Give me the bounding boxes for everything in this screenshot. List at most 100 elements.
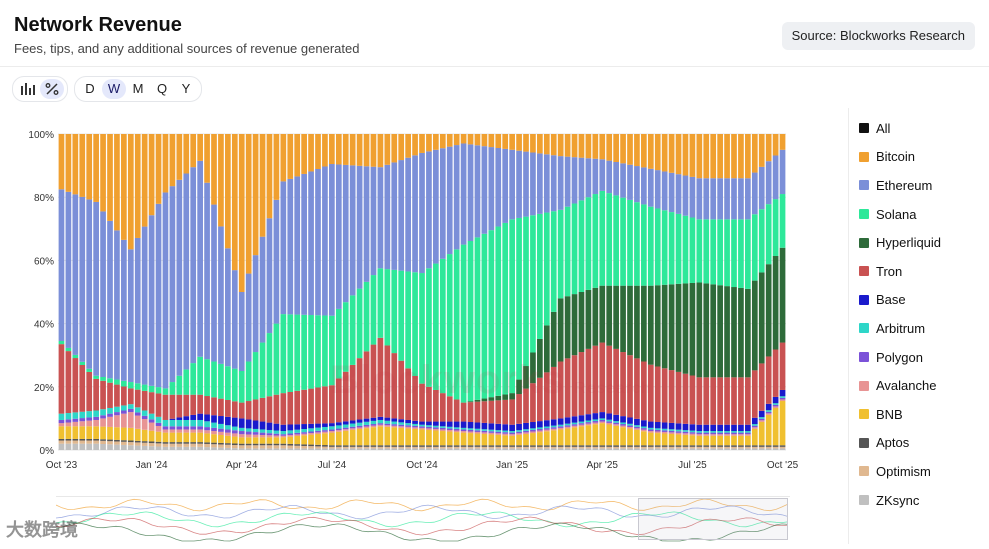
interval-button-m[interactable]: M bbox=[132, 81, 144, 96]
legend-item-bnb[interactable]: BNB bbox=[856, 400, 984, 429]
bar-segment-bnb bbox=[190, 432, 197, 443]
bar-segment-zksync bbox=[72, 443, 79, 450]
bar-segment-hyperliquid bbox=[467, 401, 474, 403]
bar-segment-bitcoin bbox=[543, 134, 550, 155]
bar-segment-aptos bbox=[703, 445, 710, 447]
bar-segment-polygon bbox=[245, 431, 252, 435]
bar-segment-tron bbox=[377, 337, 384, 417]
bar-segment-bitcoin bbox=[731, 134, 737, 179]
bar-segment-bnb bbox=[557, 429, 564, 446]
bar-segment-aptos bbox=[162, 442, 169, 444]
bar-segment-avalanche bbox=[523, 432, 529, 434]
bar-segment-solana bbox=[467, 240, 474, 402]
legend-item-tron[interactable]: Tron bbox=[856, 257, 984, 286]
bar-segment-tron bbox=[627, 355, 633, 418]
legend-item-all[interactable]: All bbox=[856, 114, 984, 143]
bar-segment-solana bbox=[134, 383, 141, 390]
bar-segment-tron bbox=[502, 399, 509, 425]
bar-segment-avalanche bbox=[641, 429, 647, 432]
bar-segment-optimism bbox=[363, 446, 370, 449]
bar-segment-arbitrum bbox=[751, 424, 758, 426]
legend-item-base[interactable]: Base bbox=[856, 286, 984, 315]
bar-segment-ethereum bbox=[710, 178, 717, 220]
bar-segment-bitcoin bbox=[211, 134, 217, 205]
range-navigator[interactable] bbox=[55, 496, 790, 542]
bar-segment-aptos bbox=[654, 445, 661, 447]
legend-item-ethereum[interactable]: Ethereum bbox=[856, 171, 984, 200]
bar-segment-tron bbox=[751, 370, 758, 418]
bar-segment-polygon bbox=[148, 419, 155, 423]
bar-segment-solana bbox=[183, 369, 190, 395]
bar-segment-polygon bbox=[661, 430, 668, 432]
bar-segment-bitcoin bbox=[682, 134, 689, 176]
bar-segment-optimism bbox=[370, 446, 377, 449]
bar-segment-ethereum bbox=[634, 166, 640, 203]
bar-segment-ethereum bbox=[647, 168, 654, 207]
interval-button-w[interactable]: W bbox=[102, 79, 126, 99]
interval-button-d[interactable]: D bbox=[85, 81, 95, 96]
bar-segment-avalanche bbox=[751, 427, 758, 429]
legend-item-arbitrum[interactable]: Arbitrum bbox=[856, 314, 984, 343]
navigator-selection-handle[interactable] bbox=[638, 498, 788, 540]
bar-segment-zksync bbox=[335, 448, 342, 450]
bar-segment-avalanche bbox=[585, 423, 592, 426]
bar-segment-zksync bbox=[398, 448, 405, 450]
bar-segment-zksync bbox=[197, 446, 203, 450]
bar-segment-base bbox=[259, 421, 266, 430]
bar-segment-optimism bbox=[606, 446, 613, 449]
bar-segment-zksync bbox=[190, 446, 197, 450]
bar-segment-arbitrum bbox=[176, 419, 183, 427]
bar-segment-bitcoin bbox=[530, 134, 536, 153]
bar-segment-aptos bbox=[668, 445, 675, 447]
legend-item-zksync[interactable]: ZKsync bbox=[856, 486, 984, 515]
bar-segment-bitcoin bbox=[613, 134, 619, 162]
legend-item-optimism[interactable]: Optimism bbox=[856, 457, 984, 486]
bar-segment-tron bbox=[509, 399, 515, 425]
bar-segment-aptos bbox=[148, 441, 155, 444]
bar-segment-avalanche bbox=[58, 423, 65, 427]
bar-segment-arbitrum bbox=[495, 430, 502, 432]
bar-segment-avalanche bbox=[211, 431, 217, 435]
bar-segment-arbitrum bbox=[100, 409, 106, 416]
legend-item-polygon[interactable]: Polygon bbox=[856, 343, 984, 372]
bar-segment-bitcoin bbox=[779, 134, 786, 150]
bar-segment-optimism bbox=[765, 446, 772, 449]
bar-segment-zksync bbox=[481, 448, 488, 450]
bar-segment-optimism bbox=[259, 445, 266, 449]
bar-segment-tron bbox=[446, 396, 453, 422]
source-button[interactable]: Source: Blockworks Research bbox=[781, 22, 975, 50]
bar-segment-hyperliquid bbox=[703, 283, 710, 378]
bar-segment-polygon bbox=[114, 412, 120, 416]
bar-segment-optimism bbox=[509, 446, 515, 449]
bar-segment-bitcoin bbox=[745, 134, 751, 179]
bar-segment-ethereum bbox=[509, 149, 515, 220]
bar-segment-base bbox=[384, 417, 391, 421]
percent-view-button[interactable] bbox=[40, 79, 64, 99]
bar-segment-bnb bbox=[100, 426, 106, 440]
bar-segment-avalanche bbox=[439, 429, 446, 432]
bar-segment-base bbox=[606, 413, 613, 420]
bar-segment-tron bbox=[738, 377, 744, 425]
legend-item-bitcoin[interactable]: Bitcoin bbox=[856, 143, 984, 172]
bar-segment-bitcoin bbox=[634, 134, 640, 167]
bar-segment-polygon bbox=[620, 424, 626, 426]
bar-segment-bitcoin bbox=[204, 134, 210, 183]
legend-item-hyperliquid[interactable]: Hyperliquid bbox=[856, 228, 984, 257]
interval-button-y[interactable]: Y bbox=[181, 81, 191, 96]
bar-segment-aptos bbox=[523, 445, 529, 447]
legend-item-solana[interactable]: Solana bbox=[856, 200, 984, 229]
bar-segment-ethereum bbox=[259, 236, 266, 343]
bar-segment-bitcoin bbox=[460, 134, 467, 144]
bar-segment-bnb bbox=[259, 437, 266, 444]
bar-segment-bnb bbox=[238, 437, 245, 444]
bar-segment-optimism bbox=[751, 446, 758, 449]
legend-item-aptos[interactable]: Aptos bbox=[856, 429, 984, 458]
interval-button-q[interactable]: Q bbox=[156, 81, 168, 96]
bar-segment-aptos bbox=[134, 440, 141, 443]
bar-segment-avalanche bbox=[294, 434, 301, 437]
bar-chart-view-button[interactable] bbox=[16, 79, 40, 99]
bar-segment-arbitrum bbox=[349, 423, 356, 427]
bar-segment-arbitrum bbox=[613, 421, 619, 423]
legend-item-avalanche[interactable]: Avalanche bbox=[856, 371, 984, 400]
bar-segment-bitcoin bbox=[772, 134, 779, 156]
